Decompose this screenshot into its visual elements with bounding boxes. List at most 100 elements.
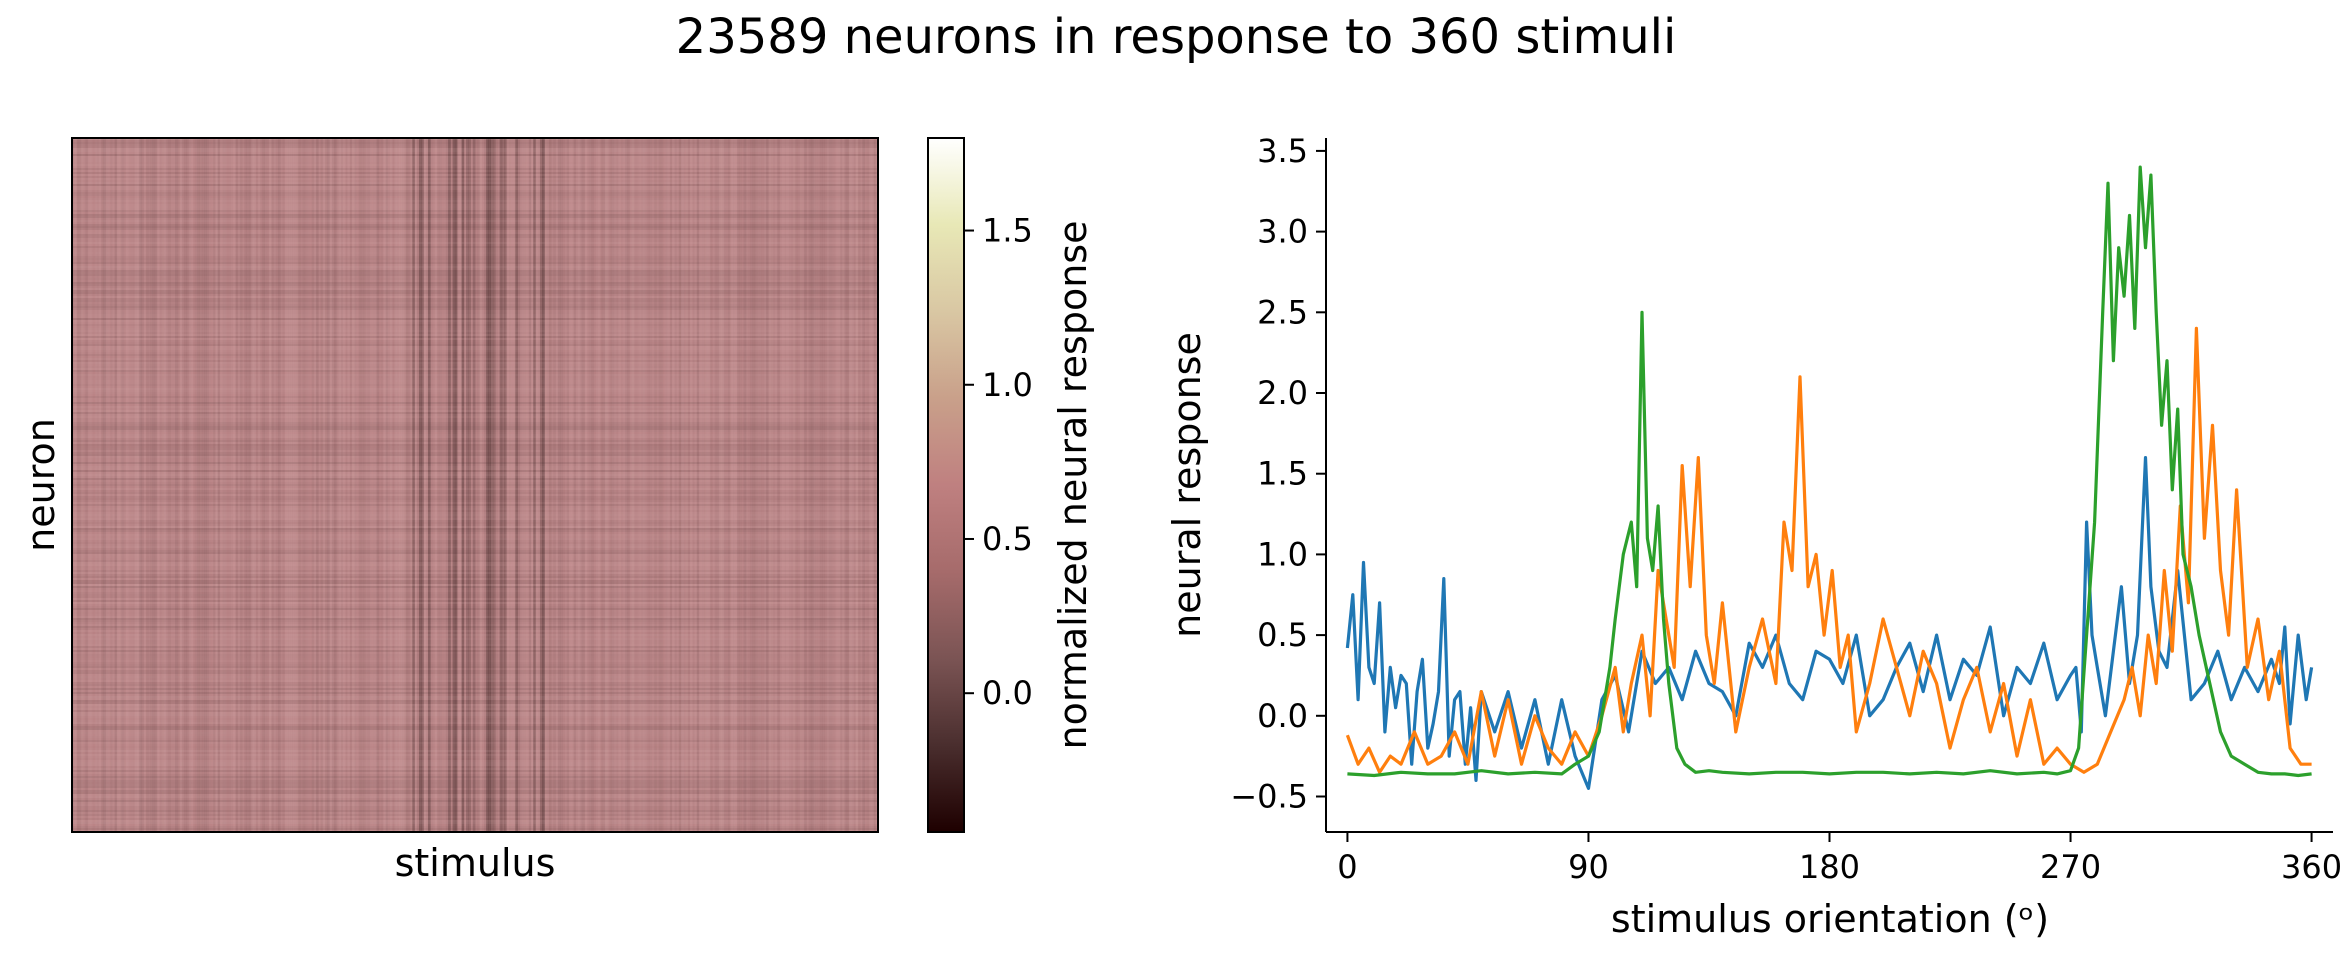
heatmap-column-stripe [472,138,476,832]
heatmap-row-stripe [72,658,878,660]
heatmap-column-stripe [607,138,610,832]
heatmap-row-stripe [72,586,878,588]
heatmap-row-stripe [72,284,878,286]
heatmap-row-stripe [72,698,878,700]
heatmap-column-stripe [788,138,792,832]
heatmap-column-stripe [136,138,140,832]
heatmap-row-stripe [72,416,878,418]
heatmap-column-stripe [871,138,874,832]
heatmap-column-stripe [186,138,189,832]
heatmap-row-stripe [72,546,878,548]
heatmap-row-stripe [72,666,878,668]
heatmap-column-stripe [835,138,839,832]
heatmap-column-stripe [824,138,827,832]
y-tick-label: 1.0 [1257,535,1308,573]
heatmap-row-stripe [72,326,878,328]
heatmap-column-stripe [161,138,165,832]
heatmap-row-stripe [72,400,878,402]
heatmap-column-stripe [163,138,167,832]
heatmap-panel: stimulus neuron [19,137,879,885]
heatmap-row-stripe [72,406,878,408]
heatmap-row-stripe [72,366,878,368]
heatmap-column-stripe [826,138,830,832]
heatmap-row-stripe [72,476,878,478]
heatmap-row-stripe [72,502,878,504]
heatmap-column-stripe [730,138,733,832]
heatmap-row-stripe [72,574,878,576]
heatmap-row-stripe [72,486,878,488]
heatmap-row-stripe [72,256,878,258]
heatmap-column-stripe [705,138,709,832]
y-tick-label: −0.5 [1230,777,1308,815]
heatmap-row-stripe [72,460,878,462]
heatmap-column-stripe [501,138,505,832]
heatmap-row-stripe [72,818,878,820]
heatmap-row-stripe [72,352,878,354]
heatmap-row-stripe [72,754,878,756]
heatmap-column-stripe [201,138,205,832]
heatmap-row-stripe [72,228,878,230]
heatmap-column-stripe [248,138,252,832]
heatmap-column-stripe [640,138,644,832]
heatmap-column-stripe [719,138,722,832]
heatmap-row-stripe [72,280,878,282]
heatmap-row-stripe [72,172,878,174]
heatmap-row-stripe [72,436,878,438]
heatmap-column-stripe [575,138,579,832]
heatmap-column-stripe [851,138,854,832]
heatmap-column-stripe [338,138,342,832]
heatmap-row-stripe [72,740,878,742]
heatmap-column-stripe [340,138,344,832]
heatmap-column-stripe [179,138,183,832]
heatmap-column-stripe [683,138,686,832]
heatmap-row-stripe [72,268,878,270]
heatmap-column-stripe [842,138,845,832]
heatmap-row-stripe [72,218,878,220]
heatmap-row-stripe [72,200,878,202]
heatmap-row-stripe [72,534,878,536]
heatmap-column-stripe [481,138,485,832]
heatmap-column-stripe [394,138,398,832]
heatmap-row-stripe [72,480,878,482]
heatmap-column-stripe [152,138,156,832]
heatmap-row-stripe [72,786,878,788]
heatmap-row-stripe [72,592,878,594]
heatmap-row-stripe [72,156,878,158]
heatmap-column-stripe [801,138,805,832]
heatmap-row-stripe [72,350,878,352]
y-tick-label: 2.0 [1257,374,1308,412]
y-tick-label: 2.5 [1257,293,1308,331]
heatmap-row-stripe [72,616,878,618]
heatmap-column-stripe [318,138,321,832]
heatmap-row-stripe [72,290,878,292]
heatmap-column-stripe [230,138,234,832]
heatmap-row-stripe [72,270,878,272]
heatmap-row-stripe [72,764,878,766]
heatmap-column-stripe [78,138,82,832]
heatmap-column-stripe [781,138,785,832]
heatmap-row-stripe [72,644,878,646]
heatmap-row-stripe [72,678,878,680]
heatmap-column-stripe [743,138,747,832]
heatmap-column-stripe [112,138,115,832]
heatmap-column-stripe [183,138,187,832]
colorbar-tick-label: 0.0 [982,674,1033,712]
heatmap-column-stripe [591,138,595,832]
heatmap-column-stripe [544,138,548,832]
line-chart-panel: 0 90 180 270 360 −0.5 0.0 0.5 1.0 1.5 2.0 2.5 3.0 3.… [1165,132,2342,941]
heatmap-row-stripe [72,598,878,600]
heatmap-row-stripe [72,664,878,666]
heatmap-row-stripe [72,154,878,156]
heatmap-row-stripe [72,526,878,528]
heatmap-column-stripe [459,138,462,832]
heatmap-row-stripe [72,462,878,464]
heatmap-row-stripe [72,194,878,196]
series-line-neuron-3 [1347,165,2312,778]
heatmap-row-stripe [72,244,878,246]
heatmap-row-stripe [72,360,878,362]
heatmap-row-stripe [72,214,878,216]
heatmap-row-stripe [72,466,878,468]
heatmap-column-stripe [479,138,483,832]
heatmap-column-stripe [342,138,346,832]
heatmap-row-stripe [72,248,878,250]
